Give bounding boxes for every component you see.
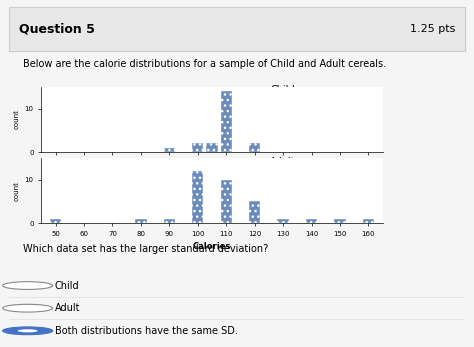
FancyBboxPatch shape xyxy=(9,7,465,51)
Text: Adult: Adult xyxy=(55,303,81,313)
Text: Child: Child xyxy=(270,85,295,95)
Text: Both distributions have the same SD.: Both distributions have the same SD. xyxy=(55,326,238,336)
Circle shape xyxy=(3,304,53,312)
Circle shape xyxy=(3,327,53,335)
Circle shape xyxy=(3,282,53,289)
Text: 1.25 pts: 1.25 pts xyxy=(410,24,456,34)
Text: Question 5: Question 5 xyxy=(18,22,94,35)
Text: Which data set has the larger standard deviation?: Which data set has the larger standard d… xyxy=(23,244,268,254)
Circle shape xyxy=(18,329,38,332)
Text: Child: Child xyxy=(55,281,80,290)
Text: Adult: Adult xyxy=(270,156,295,167)
Text: Below are the calorie distributions for a sample of Child and Adult cereals.: Below are the calorie distributions for … xyxy=(23,59,386,69)
